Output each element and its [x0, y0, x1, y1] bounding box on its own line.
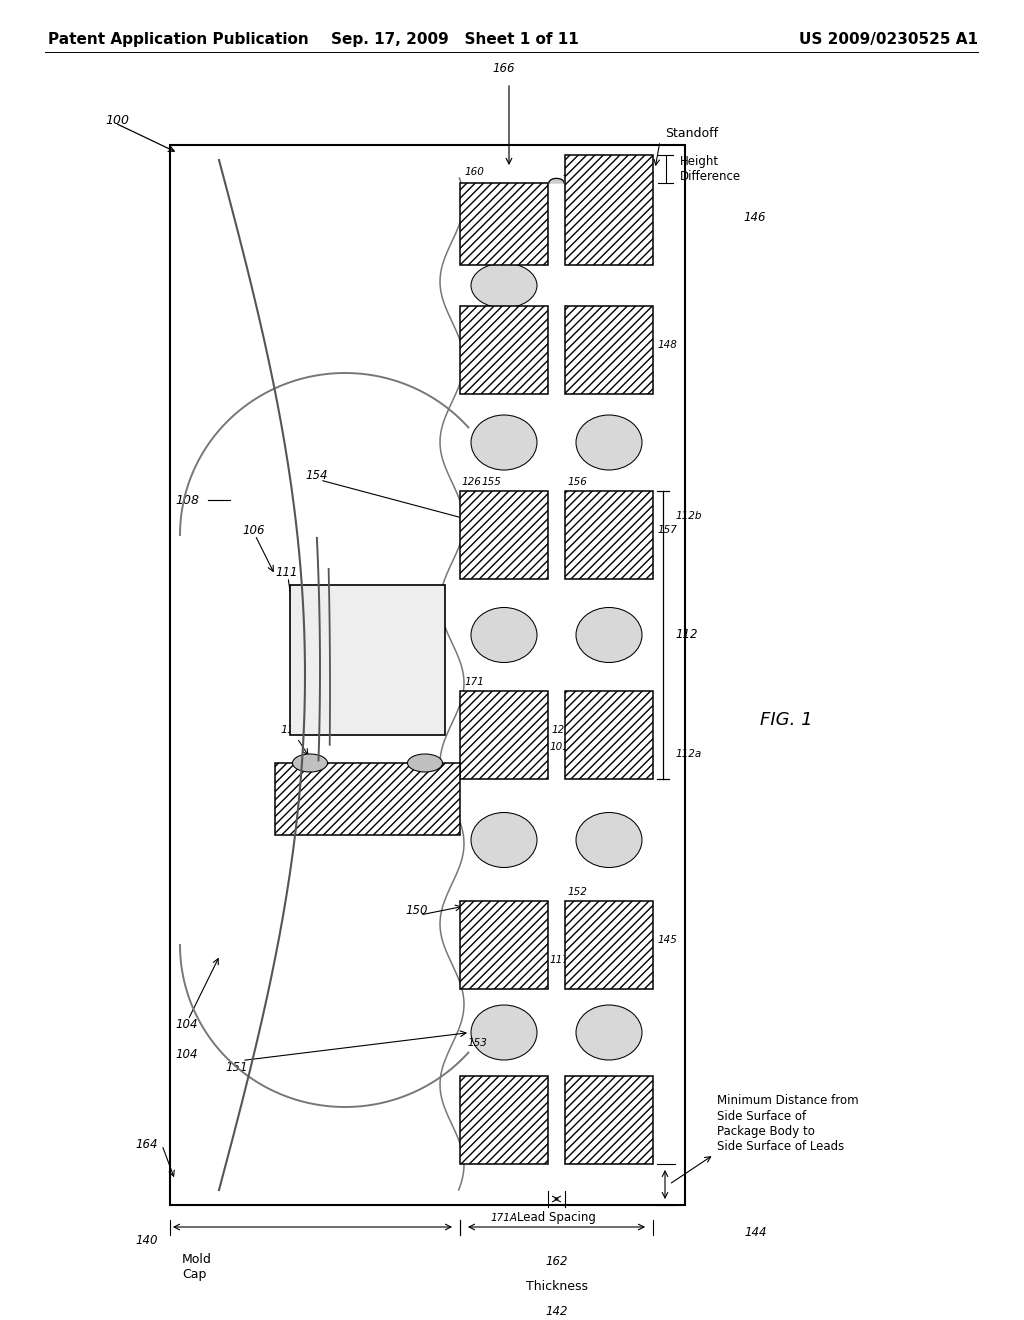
Text: 111: 111: [275, 566, 298, 579]
Text: 140: 140: [135, 1233, 158, 1246]
Text: 171B: 171B: [563, 168, 589, 178]
Text: Standoff: Standoff: [665, 128, 718, 140]
Bar: [565, 154, 653, 265]
Text: 104: 104: [175, 1019, 198, 1031]
Text: Thickness: Thickness: [525, 1280, 588, 1294]
Bar: [290, 585, 445, 735]
Text: Lead Spacing: Lead Spacing: [517, 1210, 596, 1224]
Text: 142: 142: [545, 1305, 567, 1317]
Text: 150: 150: [406, 903, 427, 916]
Text: 156: 156: [567, 477, 587, 487]
Text: 171: 171: [465, 677, 485, 686]
Text: Height
Difference: Height Difference: [680, 154, 741, 183]
Bar: [460, 306, 548, 393]
Text: 160: 160: [465, 168, 485, 177]
Bar: [460, 183, 548, 265]
Ellipse shape: [293, 754, 328, 772]
Text: Minimum Distance from
Side Surface of
Package Body to
Side Surface of Leads: Minimum Distance from Side Surface of Pa…: [717, 1094, 859, 1152]
Text: 127: 127: [552, 725, 571, 735]
Text: 102: 102: [354, 648, 381, 663]
Text: 100: 100: [105, 114, 129, 127]
Bar: [565, 902, 653, 989]
Ellipse shape: [577, 813, 642, 867]
Text: 148: 148: [657, 341, 677, 350]
Ellipse shape: [471, 813, 537, 867]
Bar: [170, 145, 685, 1205]
Text: 108: 108: [175, 494, 199, 507]
Bar: [565, 1076, 653, 1164]
Text: 126: 126: [462, 477, 482, 487]
Text: US 2009/0230525 A1: US 2009/0230525 A1: [799, 32, 978, 48]
Text: 106: 106: [242, 524, 264, 536]
Text: 155: 155: [482, 477, 502, 487]
Text: 152: 152: [567, 887, 587, 898]
Text: Sep. 17, 2009   Sheet 1 of 11: Sep. 17, 2009 Sheet 1 of 11: [331, 32, 579, 48]
Polygon shape: [549, 178, 564, 183]
Text: 145: 145: [657, 935, 677, 945]
Bar: [460, 1076, 548, 1164]
Bar: [275, 763, 460, 836]
Text: 162: 162: [545, 1255, 567, 1269]
Bar: [460, 491, 548, 579]
Bar: [460, 690, 548, 779]
Ellipse shape: [471, 263, 537, 308]
Text: 171A: 171A: [490, 1213, 517, 1224]
Text: Patent Application Publication: Patent Application Publication: [48, 32, 309, 48]
Text: 157: 157: [657, 525, 677, 535]
Ellipse shape: [408, 754, 442, 772]
Text: 154: 154: [305, 469, 328, 482]
Text: 164: 164: [135, 1138, 158, 1151]
Text: 153: 153: [468, 1038, 487, 1048]
Text: 112a: 112a: [675, 748, 701, 759]
Bar: [460, 902, 548, 989]
Text: 112: 112: [675, 628, 697, 642]
Text: 112b: 112b: [675, 511, 701, 521]
Text: 151: 151: [225, 1061, 248, 1074]
Ellipse shape: [471, 1005, 537, 1060]
Ellipse shape: [471, 607, 537, 663]
Ellipse shape: [577, 607, 642, 663]
Text: 114: 114: [356, 792, 379, 805]
Ellipse shape: [471, 414, 537, 470]
Bar: [565, 491, 653, 579]
Text: FIG. 1: FIG. 1: [760, 711, 813, 729]
Text: 116: 116: [280, 725, 301, 735]
Ellipse shape: [577, 414, 642, 470]
Bar: [565, 690, 653, 779]
Text: 104: 104: [175, 1048, 198, 1061]
Text: 146: 146: [743, 211, 766, 224]
Text: 166: 166: [493, 62, 515, 75]
Text: 101: 101: [550, 742, 570, 752]
Text: 117: 117: [550, 954, 570, 965]
Text: 144: 144: [744, 1226, 767, 1239]
Ellipse shape: [577, 1005, 642, 1060]
Bar: [565, 306, 653, 393]
Text: Mold
Cap: Mold Cap: [182, 1253, 212, 1280]
